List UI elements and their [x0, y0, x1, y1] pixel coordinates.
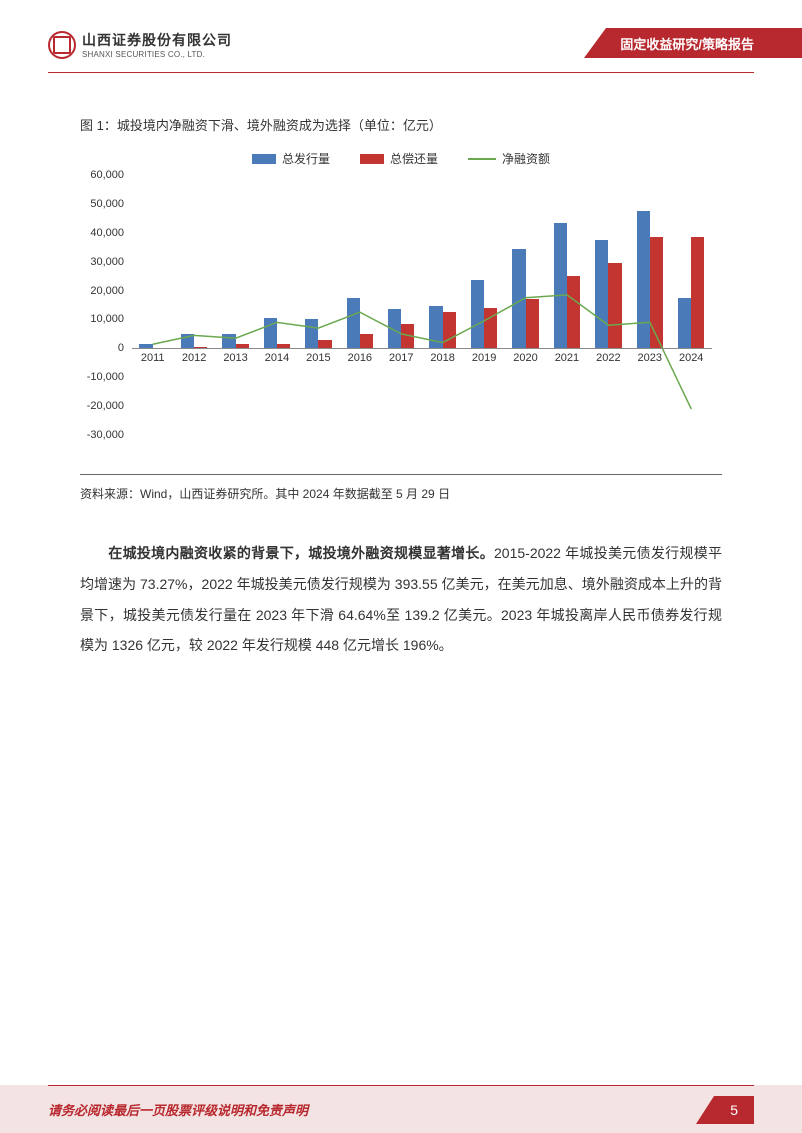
legend-item-2: 总偿还量 — [360, 150, 438, 167]
year-group — [629, 175, 670, 435]
bar-series1 — [264, 318, 277, 348]
bar-series2 — [608, 263, 621, 348]
bar-series1 — [471, 280, 484, 348]
x-tick-label: 2023 — [629, 352, 670, 364]
legend-swatch-2 — [360, 154, 384, 164]
chart-legend: 总发行量 总偿还量 净融资额 — [80, 150, 722, 167]
bar-series2 — [318, 340, 331, 349]
x-tick-label: 2012 — [173, 352, 214, 364]
legend-label-1: 总发行量 — [282, 150, 330, 167]
y-tick-label: 0 — [118, 342, 124, 354]
bar-series1 — [429, 306, 442, 348]
y-tick-label: 40,000 — [90, 227, 124, 239]
figure-caption: 图 1：城投境内净融资下滑、境外融资成为选择（单位：亿元） — [80, 115, 722, 134]
year-group — [422, 175, 463, 435]
y-tick-label: 10,000 — [90, 313, 124, 325]
legend-label-3: 净融资额 — [502, 150, 550, 167]
year-group — [463, 175, 504, 435]
bar-series1 — [222, 334, 235, 348]
year-group — [588, 175, 629, 435]
year-group — [546, 175, 587, 435]
page-number: 5 — [714, 1096, 754, 1124]
y-tick-label: -30,000 — [87, 429, 124, 441]
y-tick-label: 20,000 — [90, 285, 124, 297]
bar-series1 — [678, 298, 691, 349]
chart-plot-area: -30,000-20,000-10,000010,00020,00030,000… — [132, 175, 712, 435]
bar-series2 — [360, 334, 373, 348]
figure-source: 资料来源：Wind，山西证券研究所。其中 2024 年数据截至 5 月 29 日 — [80, 485, 722, 502]
bar-series1 — [512, 249, 525, 349]
bar-series1 — [305, 319, 318, 348]
bar-series1 — [637, 211, 650, 348]
body-paragraph: 在城投境内融资收紧的背景下，城投境外融资规模显著增长。2015-2022 年城投… — [80, 538, 722, 661]
x-tick-label: 2017 — [381, 352, 422, 364]
x-tick-label: 2022 — [588, 352, 629, 364]
legend-item-1: 总发行量 — [252, 150, 330, 167]
bar-series2 — [691, 237, 704, 348]
bar-series2 — [484, 308, 497, 348]
y-tick-label: -10,000 — [87, 371, 124, 383]
chart-container: 总发行量 总偿还量 净融资额 -30,000-20,000-10,000010,… — [80, 142, 722, 462]
year-group — [215, 175, 256, 435]
x-tick-label: 2011 — [132, 352, 173, 364]
y-tick-label: -20,000 — [87, 400, 124, 412]
bar-series2 — [401, 324, 414, 349]
header-ribbon: 固定收益研究/策略报告 — [584, 28, 802, 58]
company-name-en: SHANXI SECURITIES CO., LTD. — [82, 50, 232, 59]
bar-series1 — [181, 334, 194, 348]
x-tick-label: 2014 — [256, 352, 297, 364]
bar-series1 — [388, 309, 401, 348]
bar-series1 — [595, 240, 608, 348]
x-tick-label: 2024 — [670, 352, 711, 364]
year-group — [256, 175, 297, 435]
year-group — [670, 175, 711, 435]
x-axis: 2011201220132014201520162017201820192020… — [132, 352, 712, 364]
bar-series2 — [650, 237, 663, 348]
page-footer: 请务必阅读最后一页股票评级说明和免责声明 5 — [0, 1085, 802, 1133]
page-header: 山西证券股份有限公司 SHANXI SECURITIES CO., LTD. 固… — [0, 0, 802, 72]
year-group — [505, 175, 546, 435]
x-tick-label: 2018 — [422, 352, 463, 364]
logo-icon — [48, 31, 76, 59]
body-rest: 2015-2022 年城投美元债发行规模平均增速为 73.27%，2022 年城… — [80, 545, 722, 653]
legend-label-2: 总偿还量 — [390, 150, 438, 167]
report-type-label: 固定收益研究/策略报告 — [606, 28, 802, 58]
y-tick-label: 60,000 — [90, 169, 124, 181]
bars-container — [132, 175, 712, 435]
figure-divider — [80, 474, 722, 475]
x-tick-label: 2013 — [215, 352, 256, 364]
header-divider — [48, 72, 754, 73]
legend-item-3: 净融资额 — [468, 150, 550, 167]
x-tick-label: 2015 — [298, 352, 339, 364]
company-logo-block: 山西证券股份有限公司 SHANXI SECURITIES CO., LTD. — [48, 30, 232, 59]
y-tick-label: 30,000 — [90, 256, 124, 268]
bar-series1 — [554, 223, 567, 349]
y-tick-label: 50,000 — [90, 198, 124, 210]
year-group — [339, 175, 380, 435]
body-lead-bold: 在城投境内融资收紧的背景下，城投境外融资规模显著增长。 — [108, 545, 494, 561]
y-axis: -30,000-20,000-10,000010,00020,00030,000… — [80, 175, 128, 435]
x-tick-label: 2019 — [463, 352, 504, 364]
bar-series1 — [347, 298, 360, 349]
year-group — [173, 175, 214, 435]
footer-disclaimer: 请务必阅读最后一页股票评级说明和免责声明 — [48, 1100, 308, 1119]
bar-series2 — [526, 299, 539, 348]
page-content: 图 1：城投境内净融资下滑、境外融资成为选择（单位：亿元） 总发行量 总偿还量 … — [80, 115, 722, 661]
legend-swatch-1 — [252, 154, 276, 164]
x-tick-label: 2021 — [546, 352, 587, 364]
x-tick-label: 2016 — [339, 352, 380, 364]
year-group — [132, 175, 173, 435]
bar-series2 — [443, 312, 456, 348]
x-tick-label: 2020 — [505, 352, 546, 364]
year-group — [298, 175, 339, 435]
company-name-cn: 山西证券股份有限公司 — [82, 30, 232, 50]
legend-swatch-3 — [468, 158, 496, 160]
year-group — [381, 175, 422, 435]
bar-series2 — [567, 276, 580, 348]
zero-baseline — [132, 348, 712, 349]
